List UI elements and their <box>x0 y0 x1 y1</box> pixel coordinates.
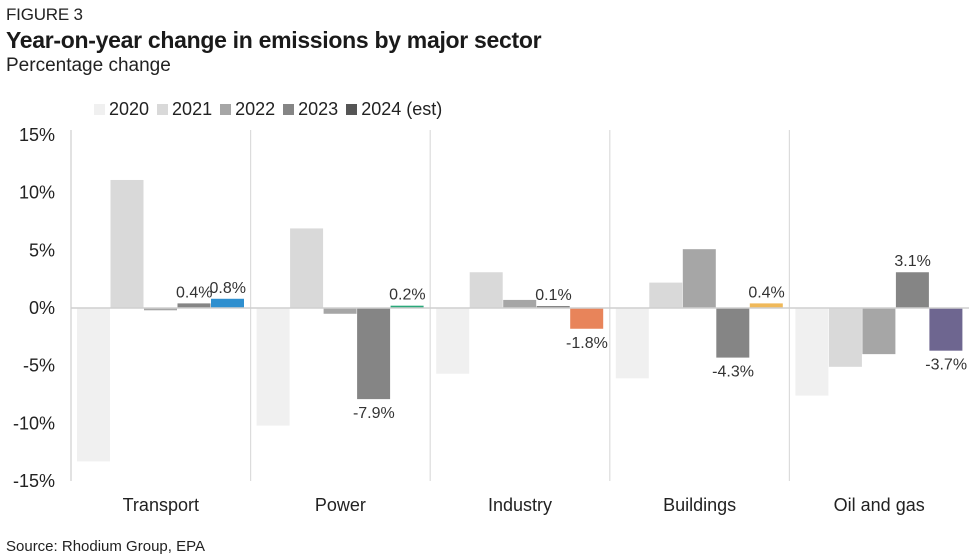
x-tick-label: Transport <box>123 495 199 515</box>
y-tick-label: 10% <box>19 183 55 203</box>
legend-label-2023: 2023 <box>298 99 339 119</box>
legend: 2020 2021 2022 2023 2024 (est) <box>94 99 450 120</box>
y-tick-label: -10% <box>13 413 55 433</box>
bar-transport-2022 <box>144 308 177 311</box>
x-tick-label: Buildings <box>663 495 736 515</box>
figure-label: FIGURE 3 <box>6 5 83 24</box>
bar-power-2024 <box>390 305 424 308</box>
data-label: 3.1% <box>894 253 930 270</box>
bar-oil-and-gas-2023 <box>895 272 929 308</box>
legend-item-2021: 2021 <box>157 99 212 120</box>
bar-industry-2024 <box>570 308 604 329</box>
data-label: -1.8% <box>566 335 608 352</box>
bar-power-2023 <box>357 308 391 400</box>
data-labels: 0.4%0.8%-7.9%0.2% 0.1%-1.8%-4.3%0.4%3.1%-… <box>176 253 967 422</box>
legend-swatch-2020 <box>94 104 105 115</box>
data-label: 0.2% <box>389 287 425 304</box>
bar-buildings-2021 <box>649 282 683 308</box>
data-label: -3.7% <box>925 357 967 374</box>
y-axis: 15% 10% 5% 0% -5% -10% -15% <box>13 125 72 491</box>
legend-swatch-2023 <box>283 104 295 115</box>
source-note: Source: Rhodium Group, EPA <box>6 538 205 555</box>
data-label: -4.3% <box>712 364 754 381</box>
bar-buildings-2023 <box>716 308 750 358</box>
bar-buildings-2022 <box>682 249 716 308</box>
bar-power-2021 <box>290 228 324 308</box>
y-tick-label: -15% <box>13 471 55 491</box>
bar-buildings-2020 <box>615 308 649 379</box>
bar-industry-2021 <box>469 272 503 308</box>
bar-oil-and-gas-2021 <box>828 308 862 367</box>
legend-swatch-2022 <box>220 104 232 115</box>
bar-oil-and-gas-2020 <box>795 308 829 396</box>
bars <box>77 179 963 462</box>
legend-swatch-2024 <box>346 104 358 115</box>
legend-item-2022: 2022 <box>220 99 275 120</box>
bar-transport-2020 <box>77 308 110 462</box>
legend-item-2024: 2024 (est) <box>346 99 442 120</box>
bar-transport-2023 <box>177 303 211 308</box>
y-tick-label: -5% <box>23 356 55 376</box>
legend-swatch-2021 <box>157 104 169 115</box>
bar-oil-and-gas-2024 <box>929 308 963 351</box>
bar-power-2020 <box>256 308 290 426</box>
bar-industry-2020 <box>436 308 470 374</box>
data-label: 0.8% <box>210 280 246 297</box>
data-label: 0.4% <box>748 284 784 301</box>
chart-subtitle: Percentage change <box>6 55 171 76</box>
bar-industry-2023 <box>536 306 570 308</box>
legend-label-2024: 2024 (est) <box>361 99 443 119</box>
legend-label-2021: 2021 <box>172 99 213 119</box>
x-tick-label: Industry <box>488 495 552 515</box>
bar-oil-and-gas-2022 <box>862 308 896 355</box>
y-tick-label: 15% <box>19 125 55 145</box>
data-label: 0.1% <box>535 287 571 304</box>
y-tick-label: 0% <box>29 298 55 318</box>
bar-power-2022 <box>323 308 357 314</box>
legend-label-2022: 2022 <box>235 99 276 119</box>
x-tick-label: Oil and gas <box>834 495 925 515</box>
bar-industry-2022 <box>503 299 537 308</box>
chart-title: Year-on-year change in emissions by majo… <box>6 27 542 53</box>
x-tick-label: Power <box>315 495 366 515</box>
bar-buildings-2024 <box>749 303 783 308</box>
legend-item-2020: 2020 <box>94 99 149 120</box>
category-dividers <box>250 130 791 481</box>
data-label: -7.9% <box>353 405 395 422</box>
data-label: 0.4% <box>176 284 212 301</box>
y-tick-label: 5% <box>29 240 55 260</box>
x-axis: Transport Power Industry Buildings Oil and g… <box>123 495 925 515</box>
bar-transport-2024 <box>211 298 244 308</box>
bar-transport-2021 <box>110 179 144 308</box>
legend-label-2020: 2020 <box>109 99 150 119</box>
legend-item-2023: 2023 <box>283 99 338 120</box>
